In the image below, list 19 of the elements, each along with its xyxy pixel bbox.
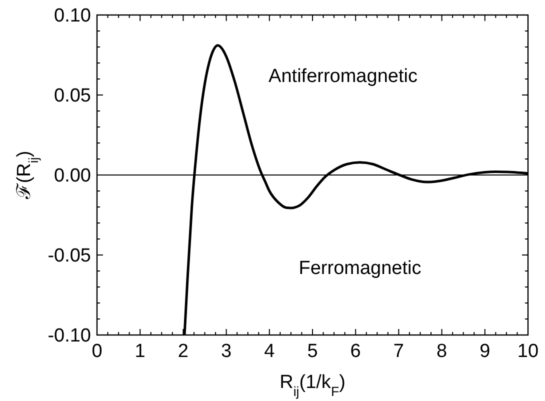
x-tick-label: 8 [436, 341, 448, 362]
x-tick-label: 9 [480, 341, 490, 362]
x-tick-label: 10 [517, 341, 539, 362]
x-tick-label: 6 [350, 341, 361, 362]
x-tick-label: 0 [92, 341, 102, 362]
y-tick-label: 0.10 [54, 6, 91, 27]
x-tick-label: 2 [178, 341, 188, 362]
y-tick-label: -0.10 [48, 326, 91, 347]
x-tick-label: 1 [134, 341, 146, 362]
x-axis-title: R$_{ij}$(1/k$_{F}$) [280, 372, 346, 398]
x-tick-label: 4 [264, 341, 276, 362]
y-tick-label: -0.05 [48, 246, 91, 267]
x-tick-label: 7 [393, 341, 404, 362]
annotation: Ferromagnetic [298, 258, 422, 279]
y-tick-label: 0.00 [54, 166, 91, 187]
y-tick-label: 0.05 [54, 86, 91, 107]
annotation: Antiferromagnetic [268, 66, 418, 87]
x-tick-label: 3 [221, 341, 232, 362]
x-tick-label: 5 [307, 341, 318, 362]
